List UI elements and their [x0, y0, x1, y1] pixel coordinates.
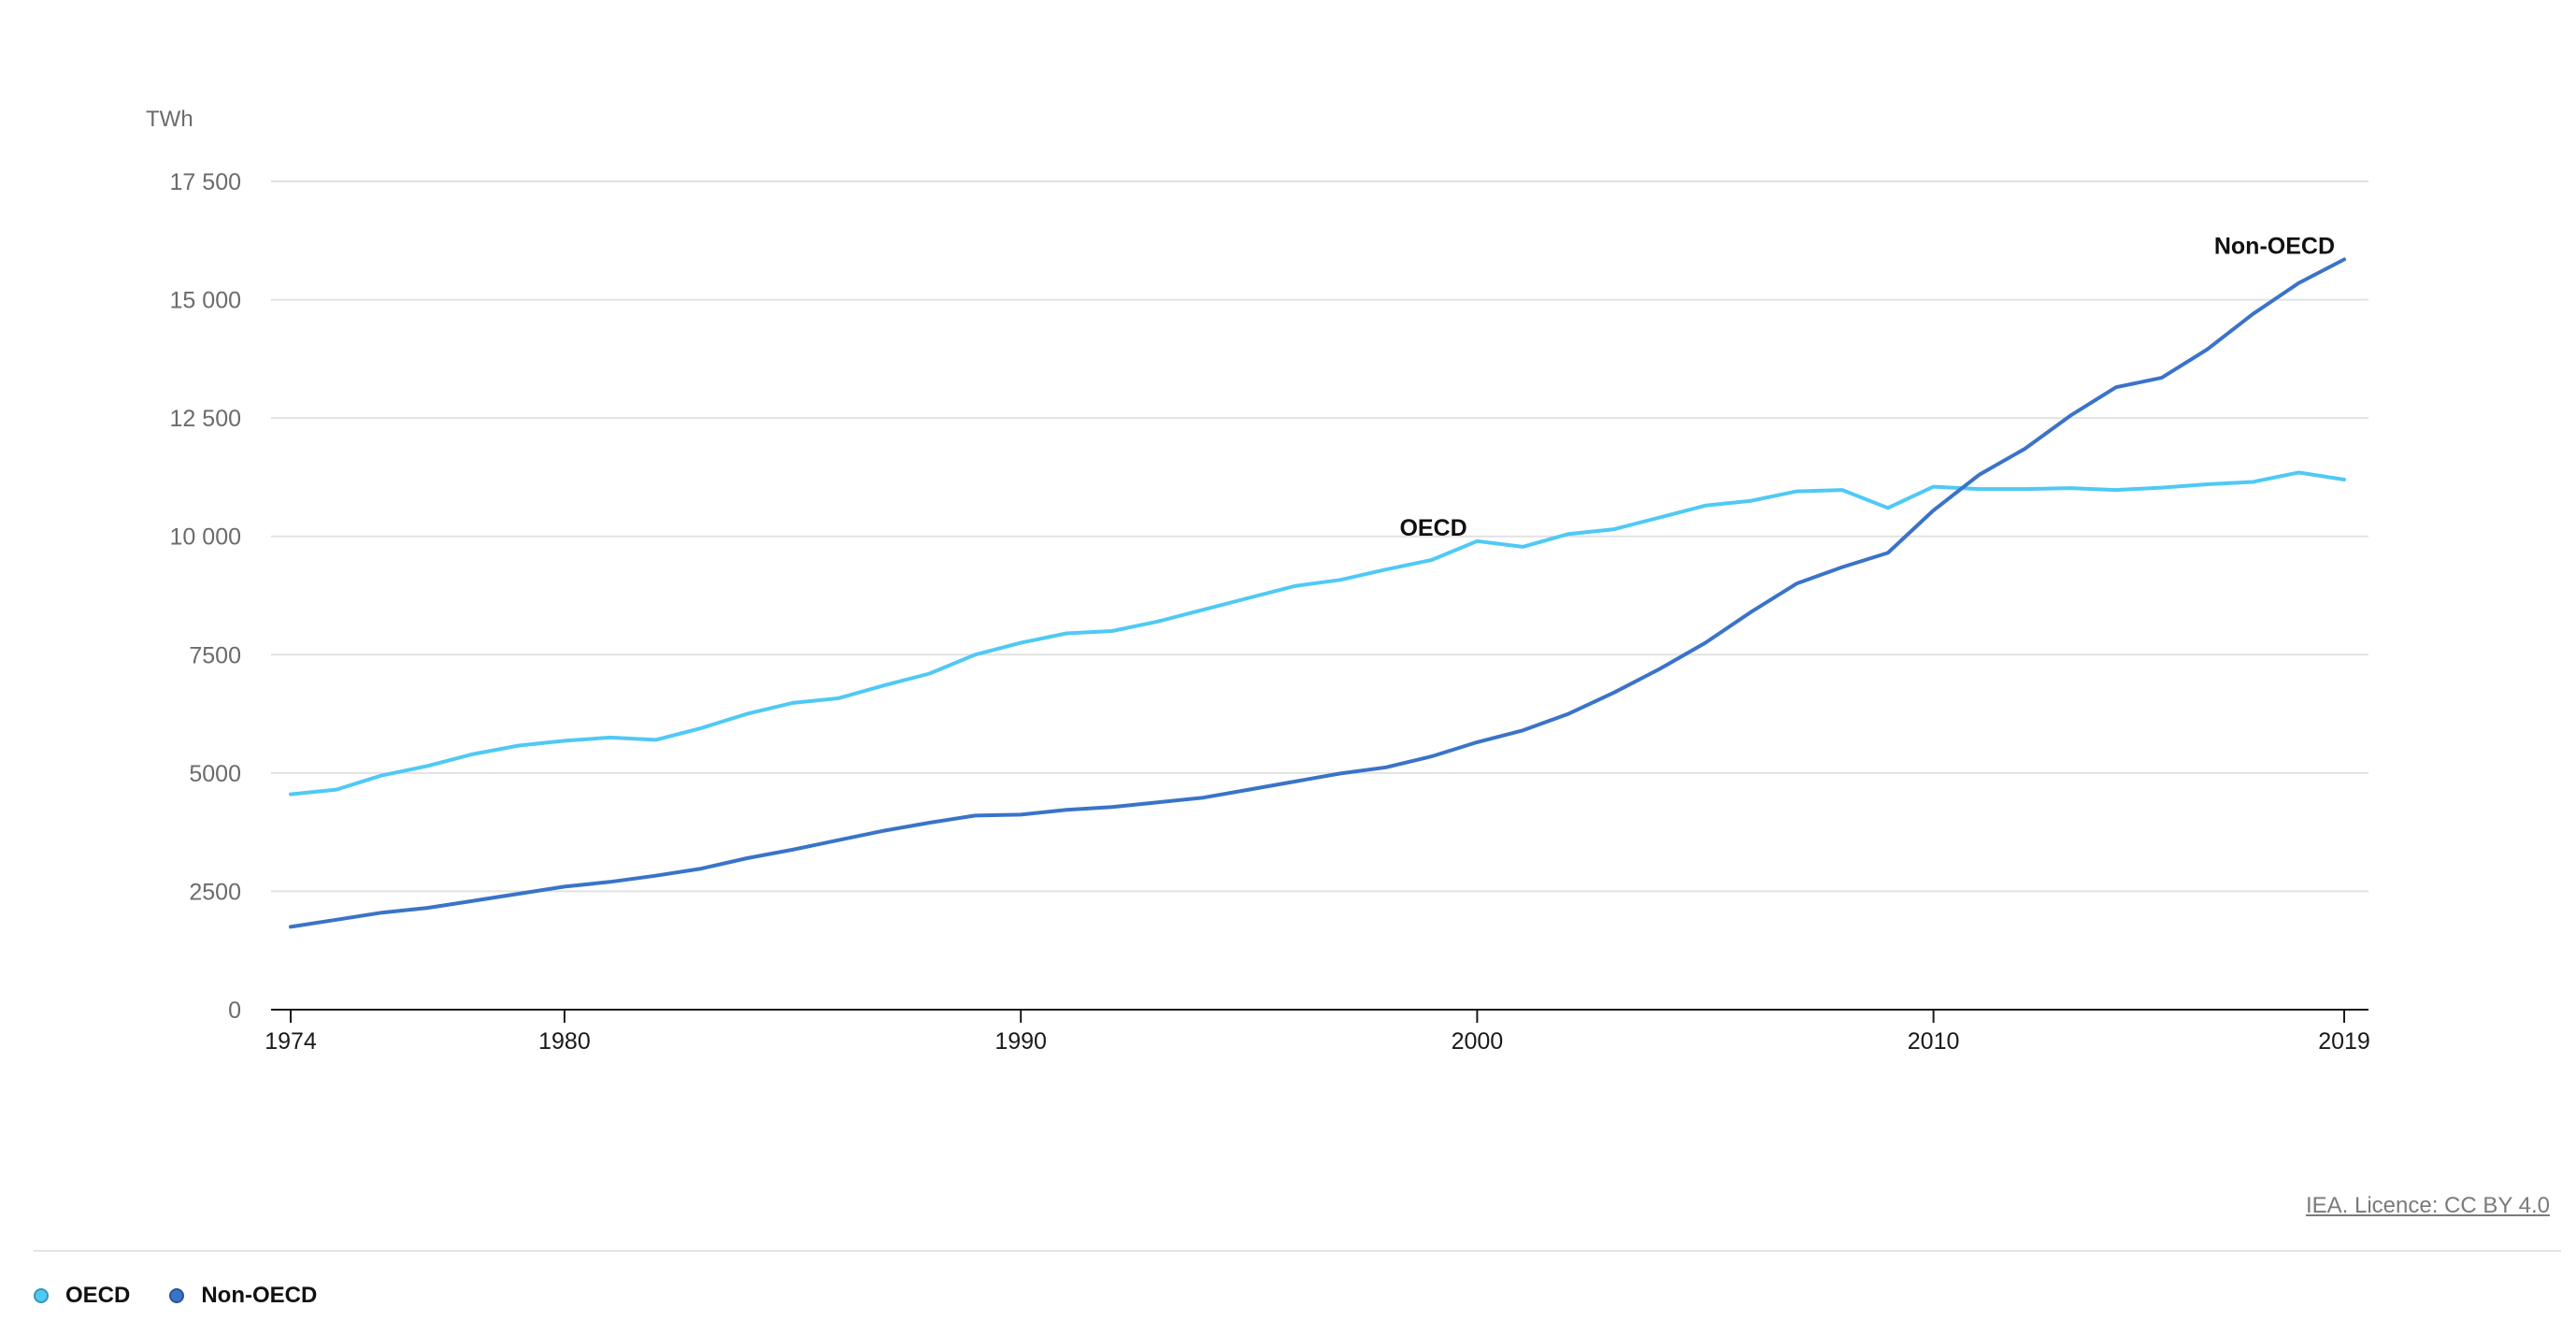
legend-swatch-oecd — [34, 1288, 49, 1303]
y-tick-label: 10 000 — [170, 524, 241, 551]
y-tick-label: 2500 — [189, 879, 241, 905]
y-tick-label: 17 500 — [170, 169, 241, 195]
legend-label-oecd: OECD — [65, 1283, 131, 1308]
x-tick-label: 1974 — [265, 1028, 317, 1055]
y-axis-tick-labels: 0 2500 5000 7500 10 000 12 500 15 000 17 500 — [170, 169, 241, 1024]
x-tick-label: 1990 — [995, 1028, 1047, 1055]
x-tick-label: 2000 — [1452, 1028, 1504, 1055]
y-tick-label: 5000 — [189, 761, 241, 787]
x-tick-label: 2010 — [1908, 1028, 1960, 1055]
y-tick-label: 7500 — [189, 642, 241, 668]
legend-divider — [34, 1250, 2561, 1252]
legend-item-non-oecd[interactable]: Non-OECD — [169, 1283, 317, 1309]
legend-swatch-non-oecd — [169, 1288, 185, 1303]
series-line-non-oecd[interactable] — [289, 257, 2346, 929]
licence-link[interactable]: IEA. Licence: CC BY 4.0 — [2305, 1193, 2550, 1218]
grid-lines — [271, 180, 2368, 893]
y-axis-unit-label: TWh — [146, 107, 193, 132]
x-tick-label: 2019 — [2318, 1028, 2370, 1055]
legend: OECD Non-OECD — [34, 1283, 356, 1309]
x-tick-label: 1980 — [538, 1028, 591, 1055]
legend-label-non-oecd: Non-OECD — [201, 1283, 318, 1308]
series-lines — [289, 257, 2346, 929]
x-axis: 1974 1980 1990 2000 2010 2019 — [265, 1009, 2370, 1055]
y-tick-label: 15 000 — [170, 288, 241, 314]
legend-item-oecd[interactable]: OECD — [34, 1283, 130, 1309]
annotation-oecd: OECD — [1399, 515, 1467, 541]
annotation-non-oecd: Non-OECD — [2214, 234, 2335, 260]
series-annotations: OECD Non-OECD — [1399, 234, 2335, 541]
y-tick-label: 0 — [228, 998, 241, 1024]
series-line-oecd[interactable] — [289, 470, 2346, 797]
y-tick-label: 12 500 — [170, 406, 241, 432]
